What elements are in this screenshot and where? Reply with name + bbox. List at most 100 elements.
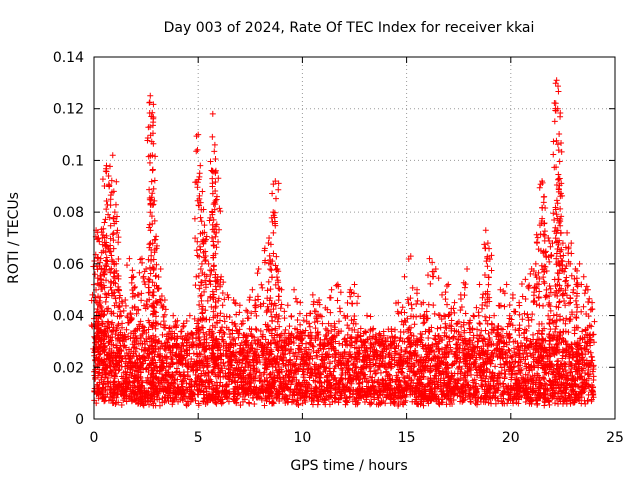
roti-point-dense <box>345 359 352 366</box>
roti-point-peak <box>209 110 216 117</box>
roti-point <box>195 272 202 279</box>
roti-point <box>149 167 156 174</box>
roti-point-dense <box>306 339 313 346</box>
roti-point <box>124 262 131 269</box>
roti-point-dense <box>324 327 331 334</box>
roti-point <box>191 215 198 222</box>
roti-point-dense <box>534 401 541 408</box>
roti-point-dense <box>466 360 473 367</box>
roti-point-peak <box>161 297 168 304</box>
roti-point-dense <box>437 379 444 386</box>
roti-point <box>115 234 122 241</box>
roti-point <box>190 350 197 357</box>
roti-point-dense <box>504 400 511 407</box>
roti-point-dense <box>501 367 508 374</box>
roti-point-dense <box>295 342 302 349</box>
roti-point-dense <box>468 371 475 378</box>
roti-point-dense <box>562 353 569 360</box>
roti-point <box>157 321 164 328</box>
roti-point <box>159 304 166 311</box>
roti-point <box>140 274 147 281</box>
roti-point-dense <box>503 384 510 391</box>
roti-point-dense <box>498 364 505 371</box>
roti-point-dense <box>331 350 338 357</box>
roti-point-peak <box>186 312 193 319</box>
roti-point <box>146 224 153 231</box>
roti-point <box>107 192 114 199</box>
roti-point <box>151 177 158 184</box>
roti-point <box>207 278 214 285</box>
roti-point <box>152 325 159 332</box>
roti-point-dense <box>521 360 528 367</box>
roti-point-dense <box>540 375 547 382</box>
roti-point <box>112 201 119 208</box>
roti-point-dense <box>419 331 426 338</box>
roti-point <box>103 206 110 213</box>
roti-point-dense <box>118 401 125 408</box>
roti-point-dense <box>577 388 584 395</box>
roti-point <box>148 178 155 185</box>
roti-point <box>197 266 204 273</box>
roti-point-dense <box>567 397 574 404</box>
roti-point-dense <box>183 380 190 387</box>
roti-point <box>196 170 203 177</box>
roti-point-dense <box>294 396 301 403</box>
roti-point-dense <box>505 346 512 353</box>
roti-point-dense <box>386 372 393 379</box>
roti-point-dense <box>482 381 489 388</box>
roti-point-dense <box>479 383 486 390</box>
roti-point-dense <box>518 366 525 373</box>
roti-point-dense <box>326 365 333 372</box>
roti-point-dense <box>184 368 191 375</box>
roti-point-dense <box>464 381 471 388</box>
roti-point-peak <box>101 219 108 226</box>
roti-point-dense <box>377 369 384 376</box>
roti-point-dense <box>293 397 300 404</box>
roti-point <box>208 234 215 241</box>
roti-point-peak <box>122 297 129 304</box>
roti-point-dense <box>474 326 481 333</box>
roti-point <box>159 331 166 338</box>
roti-point <box>136 269 143 276</box>
roti-point-dense <box>403 344 410 351</box>
roti-point <box>146 159 153 166</box>
roti-point <box>145 256 152 263</box>
roti-point-dense <box>457 398 464 405</box>
roti-point <box>107 284 114 291</box>
roti-point-dense <box>588 396 595 403</box>
roti-point <box>150 119 157 126</box>
roti-point-dense <box>494 380 501 387</box>
roti-point-dense <box>355 381 362 388</box>
roti-point <box>99 176 106 183</box>
roti-point <box>152 273 159 280</box>
roti-point-dense <box>223 324 230 331</box>
roti-point <box>150 332 157 339</box>
roti-point-dense <box>201 353 208 360</box>
roti-point-dense <box>380 328 387 335</box>
roti-point-dense <box>425 400 432 407</box>
roti-point-peak <box>157 266 164 273</box>
chart-title: Day 003 of 2024, Rate Of TEC Index for r… <box>164 20 535 36</box>
roti-point <box>147 270 154 277</box>
roti-point <box>192 282 199 289</box>
roti-point-dense <box>164 377 171 384</box>
roti-point-dense <box>353 338 360 345</box>
roti-point <box>109 319 116 326</box>
roti-point-dense <box>231 335 238 342</box>
roti-point-dense <box>369 374 376 381</box>
roti-point-dense <box>303 340 310 347</box>
roti-point <box>116 303 123 310</box>
roti-point-dense <box>359 378 366 385</box>
roti-point-dense <box>300 374 307 381</box>
roti-point <box>131 283 138 290</box>
roti-point-dense <box>252 325 259 332</box>
roti-point-dense <box>500 380 507 387</box>
roti-point-dense <box>142 366 149 373</box>
roti-point-dense <box>545 370 552 377</box>
roti-point-dense <box>470 352 477 359</box>
roti-point-dense <box>402 348 409 355</box>
roti-point-dense <box>158 340 165 347</box>
roti-point-dense <box>367 368 374 375</box>
roti-point-dense <box>128 398 135 405</box>
roti-point-dense <box>483 396 490 403</box>
